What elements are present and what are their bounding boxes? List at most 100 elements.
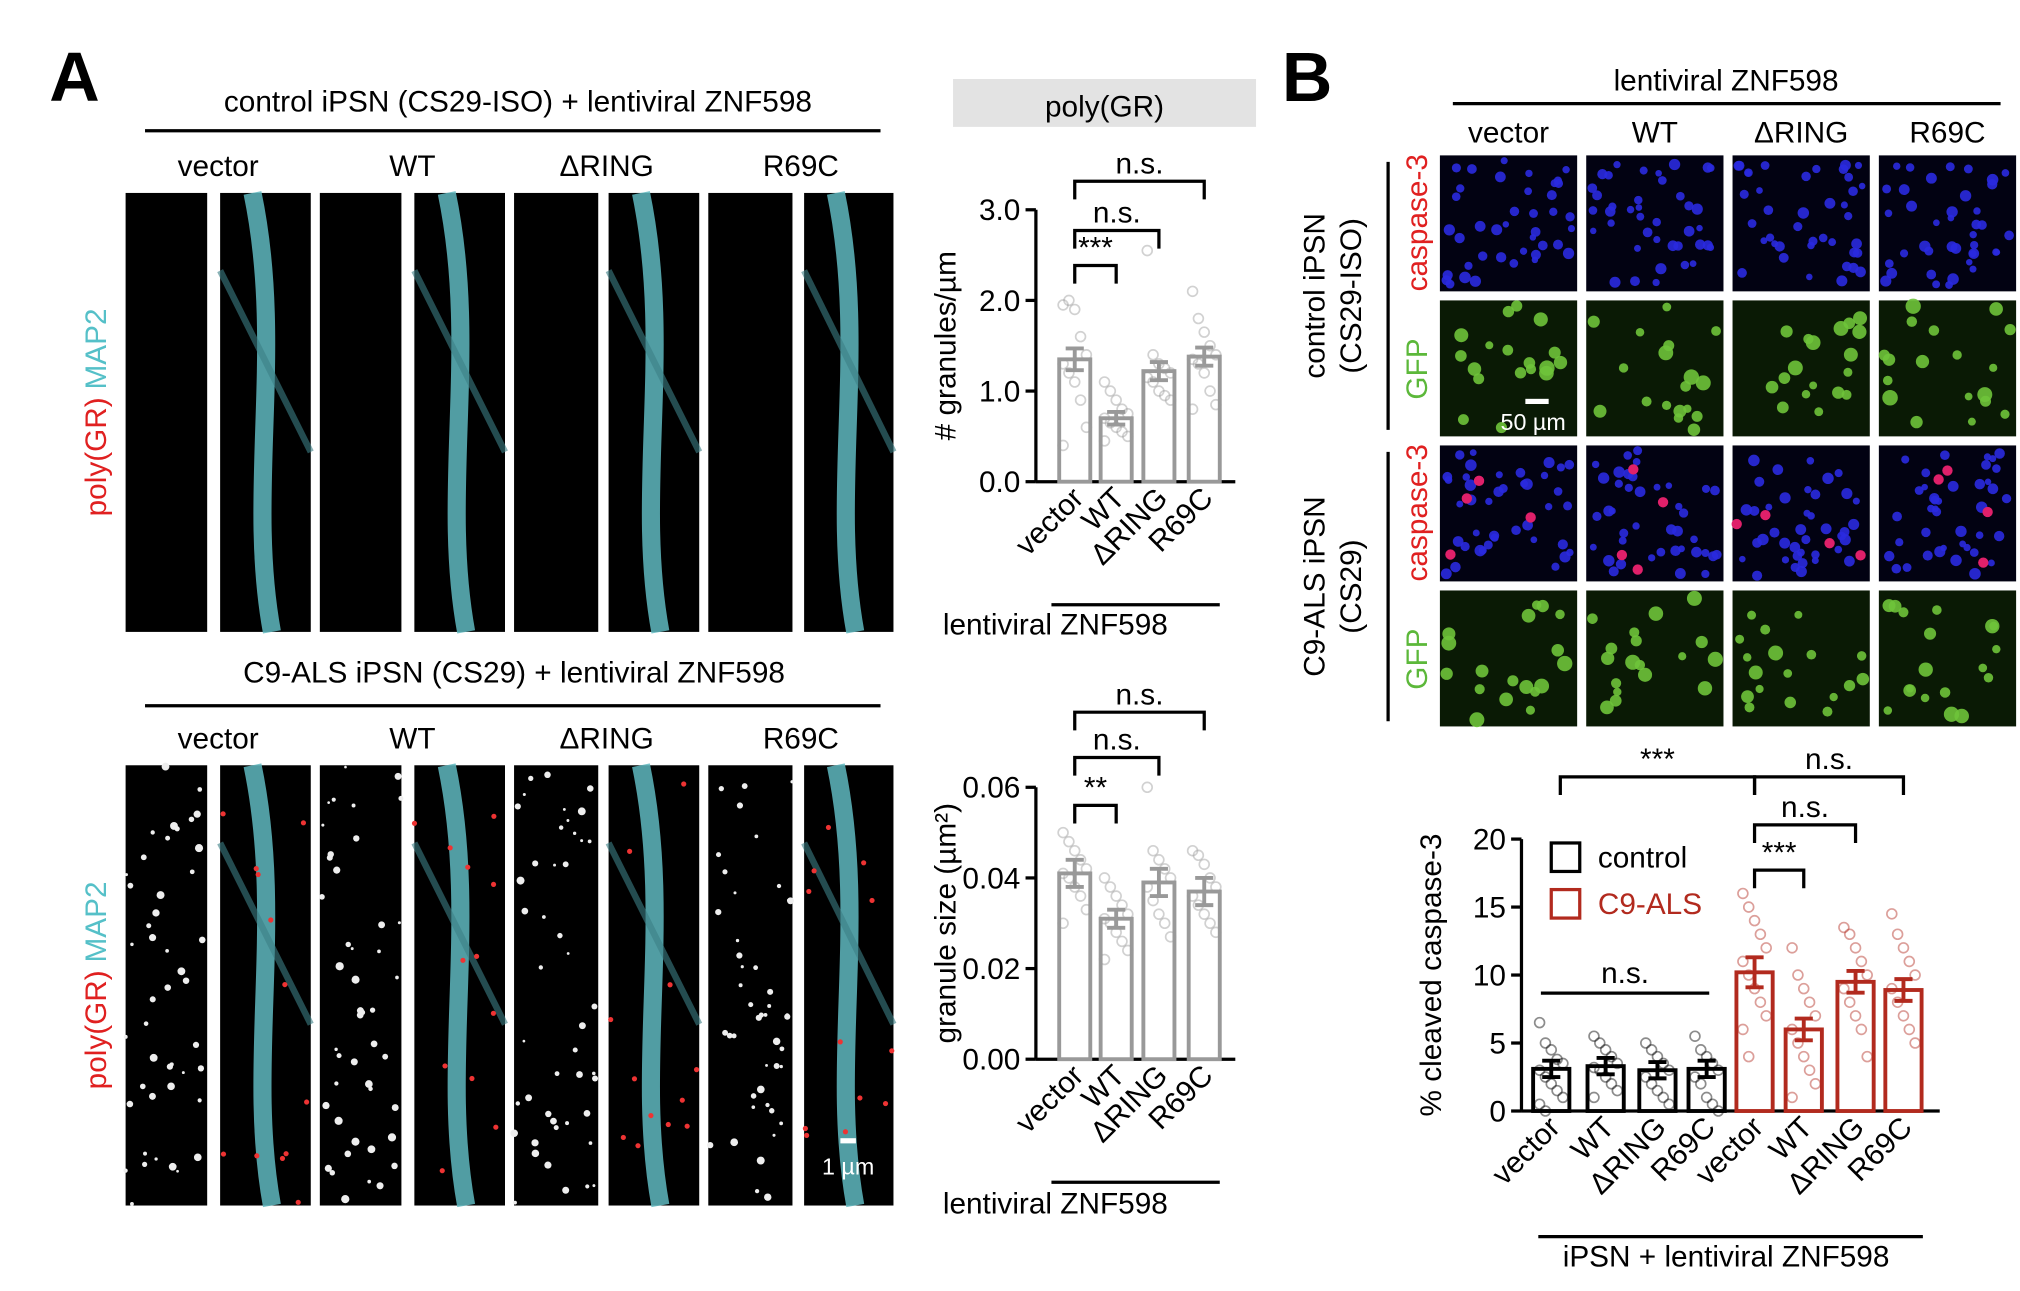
- micrograph: [125, 192, 208, 632]
- cell: [1587, 315, 1600, 328]
- cell: [1626, 205, 1635, 214]
- cell: [1969, 265, 1977, 273]
- data-point: [1080, 863, 1093, 875]
- cell: [1697, 681, 1713, 696]
- cell: [1483, 540, 1493, 550]
- cell: [1701, 569, 1710, 579]
- cell: [1461, 493, 1473, 504]
- cell: [1806, 457, 1815, 465]
- puncta: [182, 977, 190, 984]
- cell: [1562, 165, 1570, 174]
- data-point: [1712, 1064, 1725, 1076]
- puncta: [295, 1199, 301, 1205]
- cell: [1742, 653, 1752, 662]
- cell: [1902, 563, 1912, 572]
- cell: [1756, 187, 1763, 194]
- cell: [1641, 396, 1652, 407]
- puncta: [764, 1193, 772, 1201]
- stain-label: caspase-3: [1401, 154, 1434, 291]
- data-point: [1539, 1037, 1552, 1049]
- puncta: [773, 1063, 780, 1069]
- cell: [1537, 240, 1548, 251]
- puncta: [220, 811, 226, 817]
- cell: [1932, 280, 1941, 289]
- cell: [1906, 200, 1918, 212]
- data-point: [1198, 858, 1210, 871]
- puncta: [525, 1094, 533, 1102]
- y-tick-label: 0.06: [962, 772, 1020, 805]
- cell: [1597, 169, 1608, 180]
- y-axis-label: granule size (µm²): [930, 803, 963, 1043]
- cell: [1618, 363, 1629, 373]
- y-tick-label: 1.0: [979, 375, 1020, 408]
- cell: [1673, 404, 1687, 418]
- puncta: [197, 1098, 202, 1103]
- puncta: [587, 785, 594, 792]
- micrograph: [514, 192, 599, 632]
- neurite: [437, 191, 476, 634]
- y-tick-label: 5: [1489, 1027, 1506, 1060]
- cell: [1658, 176, 1667, 185]
- cell: [1794, 610, 1803, 619]
- data-point: [1737, 887, 1749, 900]
- data-point: [1074, 394, 1087, 406]
- cell: [1454, 328, 1469, 343]
- cell: [1905, 684, 1914, 693]
- cell: [1779, 537, 1791, 549]
- cell: [1752, 570, 1763, 581]
- cell: [1472, 529, 1480, 537]
- cell: [1840, 201, 1848, 209]
- cell: [1668, 158, 1681, 171]
- puncta: [869, 897, 875, 904]
- data-point: [1897, 1010, 1910, 1022]
- cell: [1451, 163, 1461, 173]
- puncta: [740, 965, 744, 969]
- cell: [1609, 276, 1621, 288]
- neurite: [826, 191, 865, 634]
- data-point: [1063, 835, 1075, 848]
- puncta: [365, 1080, 373, 1088]
- column-label: WT: [389, 722, 435, 755]
- data-point: [1198, 326, 1210, 338]
- cell: [1546, 190, 1557, 201]
- cell: [1811, 557, 1819, 565]
- cell: [1485, 497, 1493, 506]
- puncta: [730, 1138, 739, 1147]
- cell: [1563, 501, 1573, 511]
- micrograph: [514, 765, 599, 1206]
- cell: [1608, 507, 1616, 515]
- data-point: [1855, 955, 1868, 968]
- cell: [1765, 233, 1775, 242]
- cell: [1883, 706, 1893, 715]
- cell: [1950, 243, 1962, 254]
- cell: [1467, 164, 1477, 174]
- cell: [2000, 409, 2010, 419]
- cell: [1760, 509, 1771, 521]
- cell: [1521, 608, 1536, 623]
- puncta: [787, 897, 794, 905]
- cell: [1675, 502, 1683, 511]
- puncta: [583, 1109, 591, 1117]
- sig-bracket: [1752, 823, 1858, 843]
- sig-label: ***: [1078, 232, 1113, 265]
- cell: [1882, 184, 1892, 194]
- cell: [1737, 268, 1747, 278]
- data-point: [1098, 412, 1111, 425]
- puncta: [333, 866, 341, 874]
- puncta: [528, 775, 534, 782]
- stain-label: GFP: [1401, 338, 1434, 399]
- cell: [1691, 546, 1702, 558]
- cell: [1837, 531, 1847, 541]
- cell: [1808, 236, 1818, 246]
- data-point: [1186, 844, 1199, 857]
- puncta: [493, 1124, 499, 1130]
- cell: [1804, 485, 1812, 494]
- cell: [1553, 355, 1568, 370]
- puncta: [837, 1039, 843, 1045]
- cell: [1525, 169, 1533, 178]
- cell: [1691, 410, 1703, 422]
- column-label: WT: [389, 150, 435, 183]
- cell: [1952, 350, 1962, 360]
- data-point: [1147, 844, 1159, 857]
- sig-label: n.s.: [1601, 957, 1649, 990]
